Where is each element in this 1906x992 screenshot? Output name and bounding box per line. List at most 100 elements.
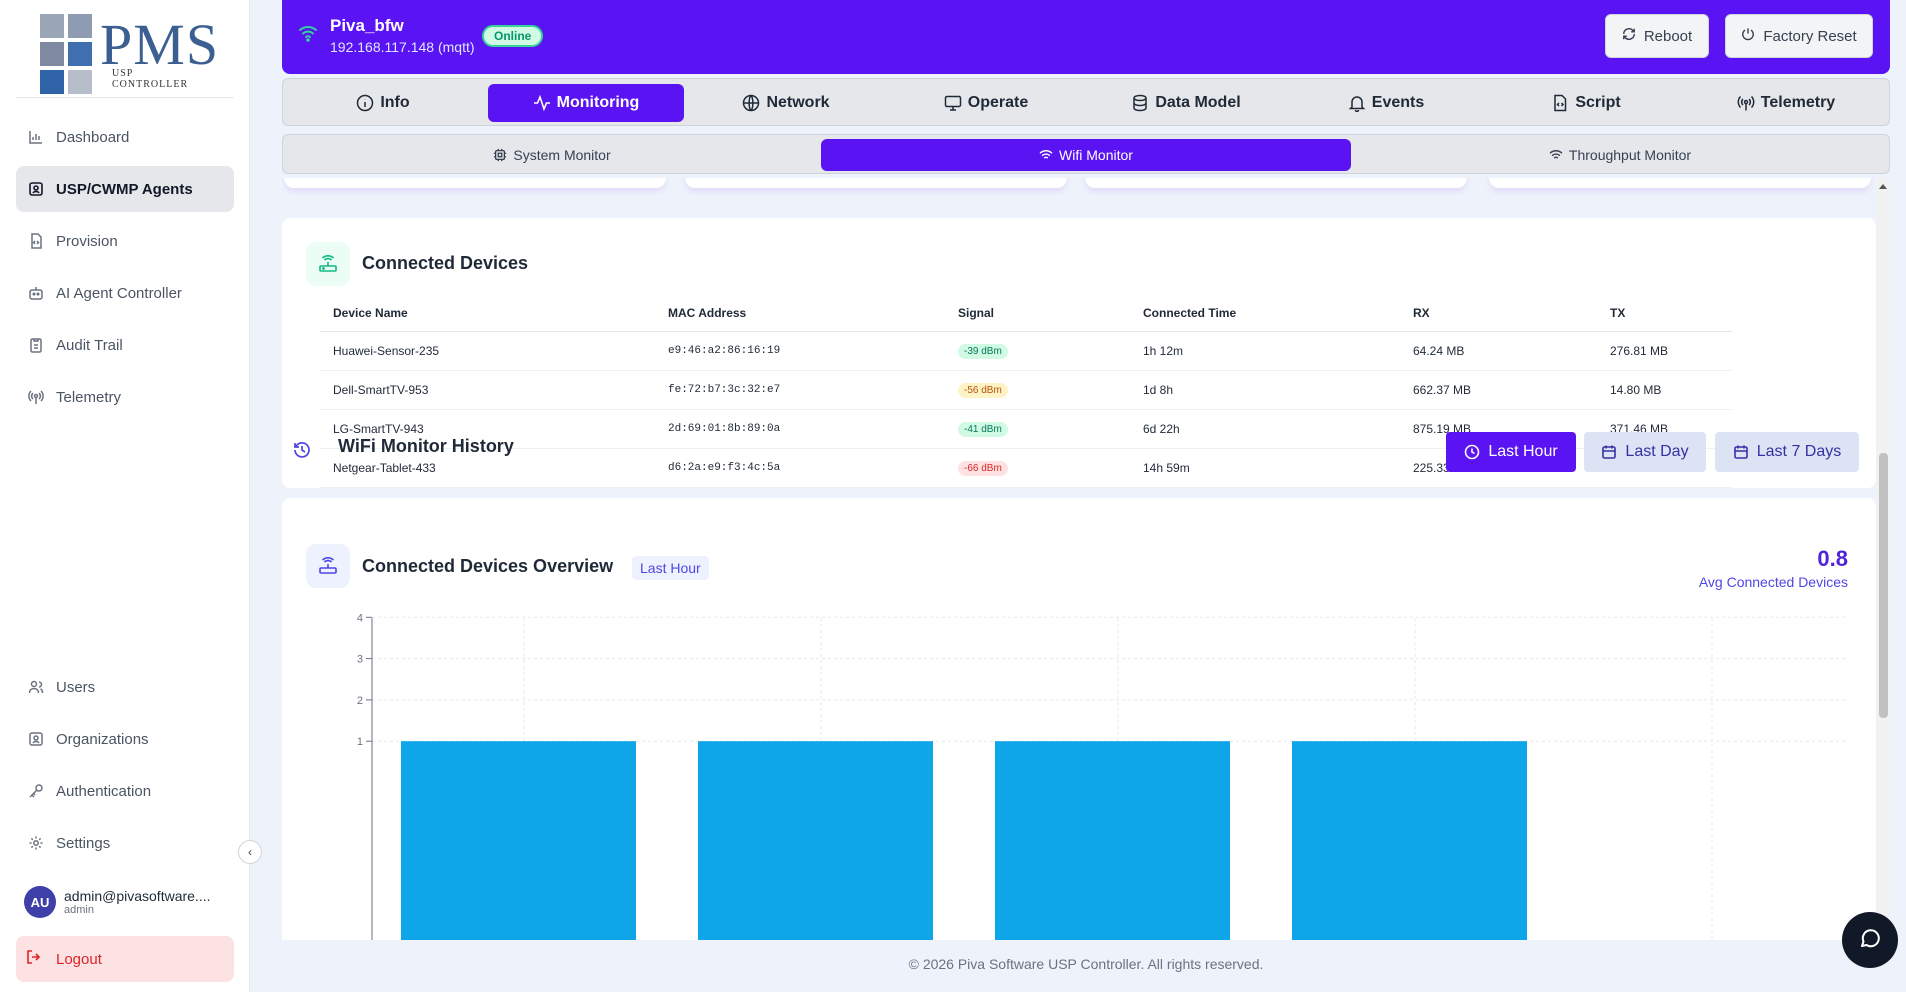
radio-icon <box>1737 94 1755 112</box>
sidebar-item-agents[interactable]: USP/CWMP Agents <box>16 166 234 212</box>
mac-cell: d6:2a:e9:f3:4c:5a <box>655 448 945 488</box>
tab-script[interactable]: Script <box>1488 84 1684 122</box>
wifi-icon <box>1549 148 1563 162</box>
sidebar: PMS USP CONTROLLER Dashboard USP/CWMP Ag… <box>0 0 250 992</box>
connected-devices-chart: 1 2 3 4 <box>357 612 1847 940</box>
logout-button[interactable]: Logout <box>16 936 234 982</box>
router-icon <box>306 544 350 588</box>
tab-operate[interactable]: Operate <box>888 84 1084 122</box>
y-tick-label: 4 <box>357 612 363 624</box>
chat-button[interactable] <box>1842 912 1898 968</box>
sidebar-item-organizations[interactable]: Organizations <box>16 716 234 762</box>
column-header: MAC Address <box>655 303 945 332</box>
database-icon <box>1131 94 1149 112</box>
user-profile[interactable]: AU admin@pivasoftware.... admin <box>24 882 234 922</box>
scrollbar[interactable] <box>1876 178 1890 940</box>
sidebar-item-audit-trail[interactable]: Audit Trail <box>16 322 234 368</box>
sidebar-item-telemetry[interactable]: Telemetry <box>16 374 234 420</box>
signal-badge: -39 dBm <box>958 343 1008 359</box>
sidebar-item-users[interactable]: Users <box>16 664 234 710</box>
avatar: AU <box>24 886 56 918</box>
connected-time-cell: 6d 22h <box>1130 409 1400 449</box>
tab-telemetry[interactable]: Telemetry <box>1688 84 1884 122</box>
stat-card <box>284 178 666 188</box>
tab-data-model[interactable]: Data Model <box>1088 84 1284 122</box>
cpu-icon <box>493 148 507 162</box>
tab-events[interactable]: Events <box>1288 84 1484 122</box>
sidebar-item-label: Audit Trail <box>56 336 123 354</box>
overview-card: Connected Devices Overview Last Hour 0.8… <box>282 498 1876 940</box>
column-header: Connected Time <box>1130 303 1400 332</box>
sidebar-item-label: Settings <box>56 834 111 852</box>
sidebar-item-dashboard[interactable]: Dashboard <box>16 114 234 160</box>
chart-bar[interactable] <box>1292 741 1527 940</box>
monitor-icon <box>944 94 962 112</box>
chart-bar[interactable] <box>401 741 636 940</box>
sidebar-item-label: Dashboard <box>56 128 130 146</box>
calendar-icon <box>1601 444 1617 460</box>
sidebar-item-settings[interactable]: Settings <box>16 820 234 866</box>
info-icon <box>356 94 374 112</box>
avg-connected-label: Avg Connected Devices <box>1698 574 1848 590</box>
sidebar-item-label: AI Agent Controller <box>56 284 182 302</box>
users-icon <box>26 677 46 697</box>
tx-cell: 14.80 MB <box>1597 370 1732 410</box>
content-scroll-area[interactable]: Connected Devices Device Name MAC Addres… <box>282 178 1890 940</box>
router-icon <box>306 242 350 286</box>
range-last-hour-button[interactable]: Last Hour <box>1446 432 1576 472</box>
connected-devices-table: Device Name MAC Address Signal Connected… <box>320 303 1732 488</box>
tab-monitoring[interactable]: Monitoring <box>488 84 684 122</box>
tab-info[interactable]: Info <box>283 84 483 122</box>
stat-card <box>1085 178 1467 188</box>
chart-bar[interactable] <box>995 741 1230 940</box>
mac-cell: fe:72:b7:3c:32:e7 <box>655 370 945 410</box>
bar-chart-icon <box>26 127 46 147</box>
connected-devices-title: Connected Devices <box>362 253 529 273</box>
column-header: RX <box>1400 303 1597 332</box>
stat-card <box>685 178 1067 188</box>
sidebar-item-authentication[interactable]: Authentication <box>16 768 234 814</box>
device-address: 192.168.117.148 (mqtt) <box>330 39 475 55</box>
connected-time-cell: 1h 12m <box>1130 331 1400 371</box>
subtab-system-monitor[interactable]: System Monitor <box>287 139 817 171</box>
sidebar-item-label: USP/CWMP Agents <box>56 180 193 198</box>
range-last-7-days-button[interactable]: Last 7 Days <box>1715 432 1859 472</box>
refresh-icon <box>1622 27 1636 45</box>
tx-cell: 276.81 MB <box>1597 331 1732 371</box>
device-name-cell: Netgear-Tablet-433 <box>320 448 655 488</box>
pms-logo[interactable]: PMS USP CONTROLLER <box>40 14 218 94</box>
building-icon <box>26 729 46 749</box>
column-header: Signal <box>945 303 1130 332</box>
table-row[interactable]: Dell-SmartTV-953 fe:72:b7:3c:32:e7 -56 d… <box>320 370 1732 410</box>
logo-subtitle: USP CONTROLLER <box>112 68 189 90</box>
device-name-cell: LG-SmartTV-943 <box>320 409 655 449</box>
sidebar-item-label: Provision <box>56 232 118 250</box>
sidebar-item-ai-agent-controller[interactable]: AI Agent Controller <box>16 270 234 316</box>
sidebar-item-label: Authentication <box>56 782 152 800</box>
collapse-sidebar-button[interactable]: ‹ <box>238 840 262 864</box>
subtab-throughput-monitor[interactable]: Throughput Monitor <box>1355 139 1885 171</box>
connected-devices-card: Connected Devices Device Name MAC Addres… <box>282 218 1876 488</box>
mac-cell: 2d:69:01:8b:89:0a <box>655 409 945 449</box>
sidebar-item-provision[interactable]: Provision <box>16 218 234 264</box>
avg-connected-value: 0.8 <box>1817 546 1848 571</box>
wifi-icon <box>298 24 318 47</box>
key-icon <box>26 781 46 801</box>
tab-network[interactable]: Network <box>688 84 884 122</box>
factory-reset-button[interactable]: Factory Reset <box>1725 14 1873 58</box>
calendar-icon <box>1733 444 1749 460</box>
clock-icon <box>1464 444 1480 460</box>
y-tick-label: 3 <box>357 654 363 666</box>
stat-card <box>1489 178 1871 188</box>
device-name: Piva_bfw <box>330 16 404 35</box>
scroll-up-arrow[interactable] <box>1879 184 1887 189</box>
status-badge: Online <box>482 25 544 47</box>
scrollbar-thumb[interactable] <box>1879 453 1888 718</box>
signal-badge: -41 dBm <box>958 421 1008 437</box>
chart-bar[interactable] <box>698 741 933 940</box>
reboot-button[interactable]: Reboot <box>1605 14 1709 58</box>
subtab-wifi-monitor[interactable]: Wifi Monitor <box>821 139 1351 171</box>
radio-icon <box>26 387 46 407</box>
table-row[interactable]: Huawei-Sensor-235 e9:46:a2:86:16:19 -39 … <box>320 331 1732 371</box>
range-last-day-button[interactable]: Last Day <box>1584 432 1706 472</box>
